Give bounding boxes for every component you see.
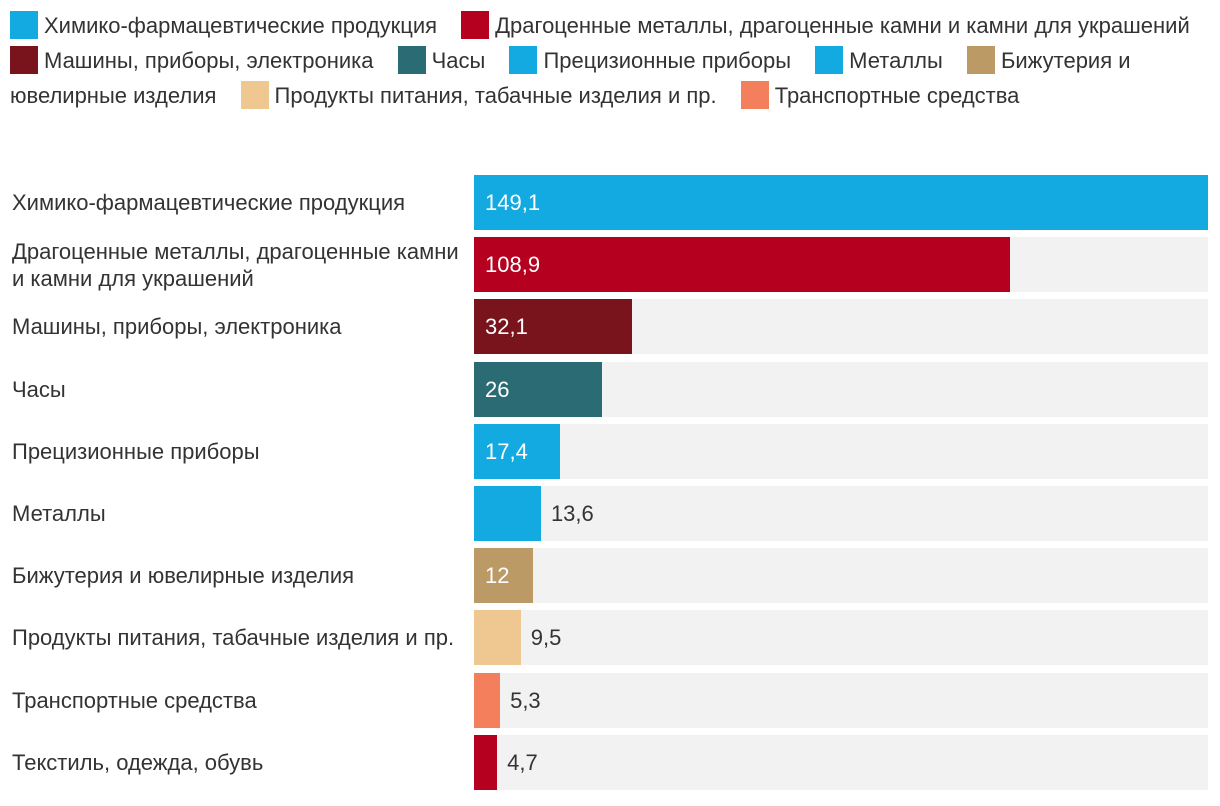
bar-track: 13,6 [474,486,1208,541]
legend: Химико-фармацевтические продукция Драгоц… [10,8,1210,113]
bar-track: 17,4 [474,423,1208,479]
legend-swatch [966,46,995,74]
legend-swatch [461,11,490,39]
bar-track: 32,1 [474,299,1208,355]
bar-track: 9,5 [474,610,1208,666]
legend-label: Прецизионные приборы [543,48,792,73]
category-label: Транспортные средства [12,687,257,713]
value-label: 12 [485,563,510,589]
category-label: Машины, приборы, электроника [12,314,342,340]
category-label: Химико-фармацевтические продукция [12,190,406,215]
legend-swatch [509,46,538,74]
bar [474,486,541,541]
legend-item: Металлы [815,46,943,74]
legend-swatch [10,46,38,74]
value-label: 149,1 [485,190,541,215]
legend-item: Химико-фармацевтические продукция [10,11,438,39]
legend-item: Машины, приборы, электроника [10,46,374,74]
legend-item: Продукты питания, табачные изделия и пр. [240,81,717,109]
category-label: Драгоценные металлы, драгоценные камни и… [12,238,459,291]
legend-label: Продукты питания, табачные изделия и пр. [274,83,717,108]
bar [474,361,602,417]
legend-item: Драгоценные металлы, драгоценные камни и… [461,11,1190,39]
value-label: 4,7 [507,749,538,775]
value-label: 17,4 [485,438,528,464]
bar-track: 12 [474,548,1208,604]
bar [474,734,498,790]
value-label: 26 [485,376,510,402]
bar-track: 149,1 [474,175,1208,230]
value-label: 9,5 [530,625,562,651]
legend-label: Часы [431,48,486,73]
category-label: Текстиль, одежда, обувь [12,749,264,775]
legend-label: Металлы [849,48,943,73]
category-label: Металлы [12,501,106,526]
bar-track: 26 [474,361,1208,417]
bar-track: 4,7 [474,734,1208,790]
bar [474,175,1208,230]
category-label: Часы [12,376,66,402]
legend-swatch [740,81,769,109]
category-label: Бижутерия и ювелирные изделия [12,563,355,589]
bar [474,610,521,666]
legend-swatch [397,46,426,74]
legend-swatch [10,11,38,39]
bar-track: 5,3 [474,672,1208,728]
legend-swatch [240,81,269,109]
category-label: Продукты питания, табачные изделия и пр. [12,625,455,651]
bar [474,423,560,479]
legend-item: Бижутерия и ювелирные изделия [10,46,1131,108]
value-label: 5,3 [510,687,541,713]
legend-label: Химико-фармацевтические продукция [44,13,438,38]
legend-item: Часы [397,46,486,74]
legend-label: Машины, приборы, электроника [44,48,374,73]
legend-item: Прецизионные приборы [509,46,792,74]
legend-label: Драгоценные металлы, драгоценные камни и… [495,13,1190,38]
category-label: Прецизионные приборы [12,438,260,464]
legend-swatch [815,46,844,74]
value-label: 108,9 [485,252,541,278]
bar-track: 108,9 [474,237,1208,293]
value-label: 13,6 [550,501,594,526]
legend-item: Транспортные средства [740,81,1020,109]
legend-label: Бижутерия и ювелирные изделия [10,48,1131,108]
bar [474,672,501,728]
legend-label: Транспортные средства [774,83,1020,108]
value-label: 32,1 [485,314,528,340]
bar [474,237,1011,293]
bar [474,299,633,355]
bar [474,548,534,604]
